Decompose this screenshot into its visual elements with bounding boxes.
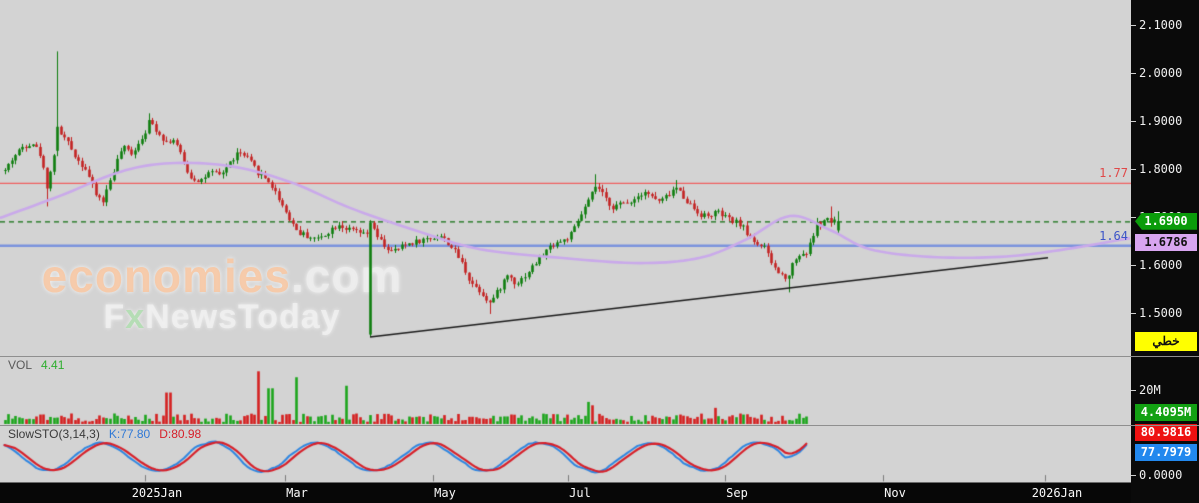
volume-indicator-legend: VOL 4.41 — [8, 358, 64, 372]
ma-value-badge: 1.6786 — [1135, 233, 1197, 251]
price-axis-tick: 2.0000 — [1131, 65, 1182, 81]
price-axis-tick: 1.8000 — [1131, 161, 1182, 177]
volume-current-value: 4.41 — [41, 358, 65, 372]
x-axis-label: 2025Jan — [131, 486, 183, 500]
time-axis[interactable]: 2025Jan Mar May Jul Sep Nov 2026Jan — [0, 482, 1131, 503]
sto-name-label: SlowSTO(3,14,3) — [8, 427, 100, 441]
scale-type-badge[interactable]: خطي — [1135, 332, 1197, 351]
pane-separator-volume[interactable] — [0, 356, 1199, 357]
resistance-level-label: 1.77 — [1099, 166, 1128, 181]
volume-label: VOL — [8, 358, 33, 372]
last-price-badge: 1.6900 — [1135, 212, 1197, 230]
support-level-label: 1.64 — [1099, 228, 1128, 243]
sto-d-value-label: D:80.98 — [159, 427, 202, 441]
x-axis-label: 2026Jan — [1031, 486, 1083, 500]
sto-k-value-label: K:77.80 — [108, 427, 151, 441]
sto-indicator-legend: SlowSTO(3,14,3) K:77.80 D:80.98 — [8, 427, 201, 441]
x-axis-label: Nov — [884, 486, 906, 500]
price-axis-tick: 0.0000 — [1131, 467, 1182, 483]
x-axis-label: Mar — [286, 486, 308, 500]
x-axis-label: May — [434, 486, 456, 500]
x-axis-label: Sep — [726, 486, 748, 500]
price-axis-tick: 1.9000 — [1131, 113, 1182, 129]
pane-separator-sto[interactable] — [0, 425, 1199, 426]
sto-k-badge: 77.7979 — [1135, 444, 1197, 461]
price-axis-tick: 1.6000 — [1131, 257, 1182, 273]
volume-value-badge: 4.4095M — [1135, 404, 1197, 421]
price-axis-tick: 2.1000 — [1131, 17, 1182, 33]
price-axis-panel[interactable]: 0.000020M1.50001.60001.70001.80001.90002… — [1131, 0, 1199, 503]
price-axis-tick: 1.5000 — [1131, 305, 1182, 321]
price-chart-canvas[interactable] — [0, 0, 1131, 482]
x-axis-label: Jul — [569, 486, 591, 500]
price-axis-tick: 20M — [1131, 382, 1161, 398]
sto-d-badge: 80.9816 — [1135, 424, 1197, 441]
